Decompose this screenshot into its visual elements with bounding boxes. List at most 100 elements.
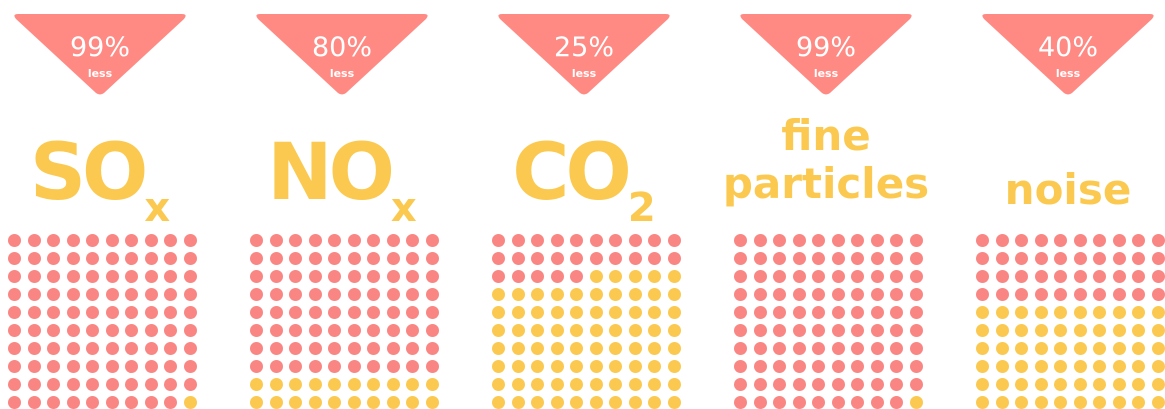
dot-reduced [648,396,661,409]
dot-remaining [890,306,903,319]
dot-remaining [550,234,564,247]
dot-reduced [628,324,642,337]
dot-remaining [269,306,283,319]
dot-remaining [734,396,747,409]
dot-remaining [1132,252,1145,265]
dot-remaining [1073,270,1087,283]
dot-remaining [367,324,380,337]
dot-remaining [589,252,603,265]
dot-reduced [589,288,603,301]
dot-remaining [773,252,786,265]
dot-remaining [250,360,263,373]
dot-reduced [492,342,505,355]
dot-remaining [164,360,177,373]
dot-remaining [753,360,767,373]
dot-remaining [164,288,177,301]
dot-reduced [492,396,505,409]
dot-remaining [890,288,903,301]
dot-remaining [792,270,806,283]
dot-remaining [308,360,322,373]
dot-remaining [831,324,845,337]
dot-reduced [1015,324,1028,337]
dot-remaining [550,270,564,283]
dot-remaining [27,360,41,373]
dot-remaining [753,324,767,337]
dot-remaining [1112,270,1126,283]
dot-remaining [831,306,845,319]
dot-remaining [792,342,806,355]
dot-remaining [831,396,845,409]
dot-remaining [386,306,400,319]
dot-reduced [269,396,283,409]
dot-remaining [792,234,806,247]
dot-reduced [347,378,361,391]
dot-remaining [773,324,786,337]
dot-remaining [347,306,361,319]
dot-remaining [851,324,864,337]
dot-remaining [753,342,767,355]
dot-remaining [144,342,158,355]
dot-remaining [289,342,302,355]
dot-remaining [183,360,197,373]
dot-remaining [144,270,158,283]
reduction-percent: 80% [311,32,372,63]
dot-remaining [308,252,322,265]
dot-reduced [667,342,681,355]
dot-reduced [648,342,661,355]
dot-reduced [976,342,989,355]
dot-remaining [812,342,825,355]
dot-remaining [1034,270,1048,283]
dot-remaining [1093,252,1106,265]
dot-reduced [995,360,1009,373]
dot-remaining [144,252,158,265]
dot-reduced [1073,306,1087,319]
dot-remaining [851,360,864,373]
dot-remaining [851,252,864,265]
dot-reduced [648,360,661,373]
dot-remaining [406,288,419,301]
dot-reduced [667,378,681,391]
dot-remaining [86,324,99,337]
dot-reduced [425,396,439,409]
dot-remaining [1132,234,1145,247]
dot-reduced [1015,306,1028,319]
dot-remaining [328,360,341,373]
dot-remaining [367,288,380,301]
reduction-percent: 25% [553,32,614,63]
dot-remaining [47,288,60,301]
dot-remaining [851,378,864,391]
dot-reduced [570,306,583,319]
dot-remaining [328,288,341,301]
dot-remaining [492,252,505,265]
dot-remaining [1054,270,1067,283]
dot-remaining [386,324,400,337]
dot-reduced [589,342,603,355]
dot-remaining [1112,252,1126,265]
dot-remaining [909,288,923,301]
dot-remaining [1073,288,1087,301]
dot-reduced [1073,396,1087,409]
dot-remaining [250,288,263,301]
dot-remaining [86,378,99,391]
reduction-badge: 40% less [980,14,1156,96]
dot-remaining [1151,288,1165,301]
dot-remaining [792,252,806,265]
reduction-badge: 80% less [254,14,430,96]
dot-remaining [269,270,283,283]
dot-remaining [66,306,80,319]
dot-remaining [367,306,380,319]
dot-remaining [773,378,786,391]
dot-remaining [909,252,923,265]
dot-remaining [890,270,903,283]
dot-remaining [870,378,884,391]
dot-remaining [792,396,806,409]
dot-remaining [909,234,923,247]
dot-remaining [105,252,119,265]
dot-reduced [570,378,583,391]
dot-remaining [164,270,177,283]
dot-remaining [105,342,119,355]
dot-reduced [976,306,989,319]
dot-reduced [589,270,603,283]
dot-reduced [531,360,544,373]
dot-remaining [734,288,747,301]
